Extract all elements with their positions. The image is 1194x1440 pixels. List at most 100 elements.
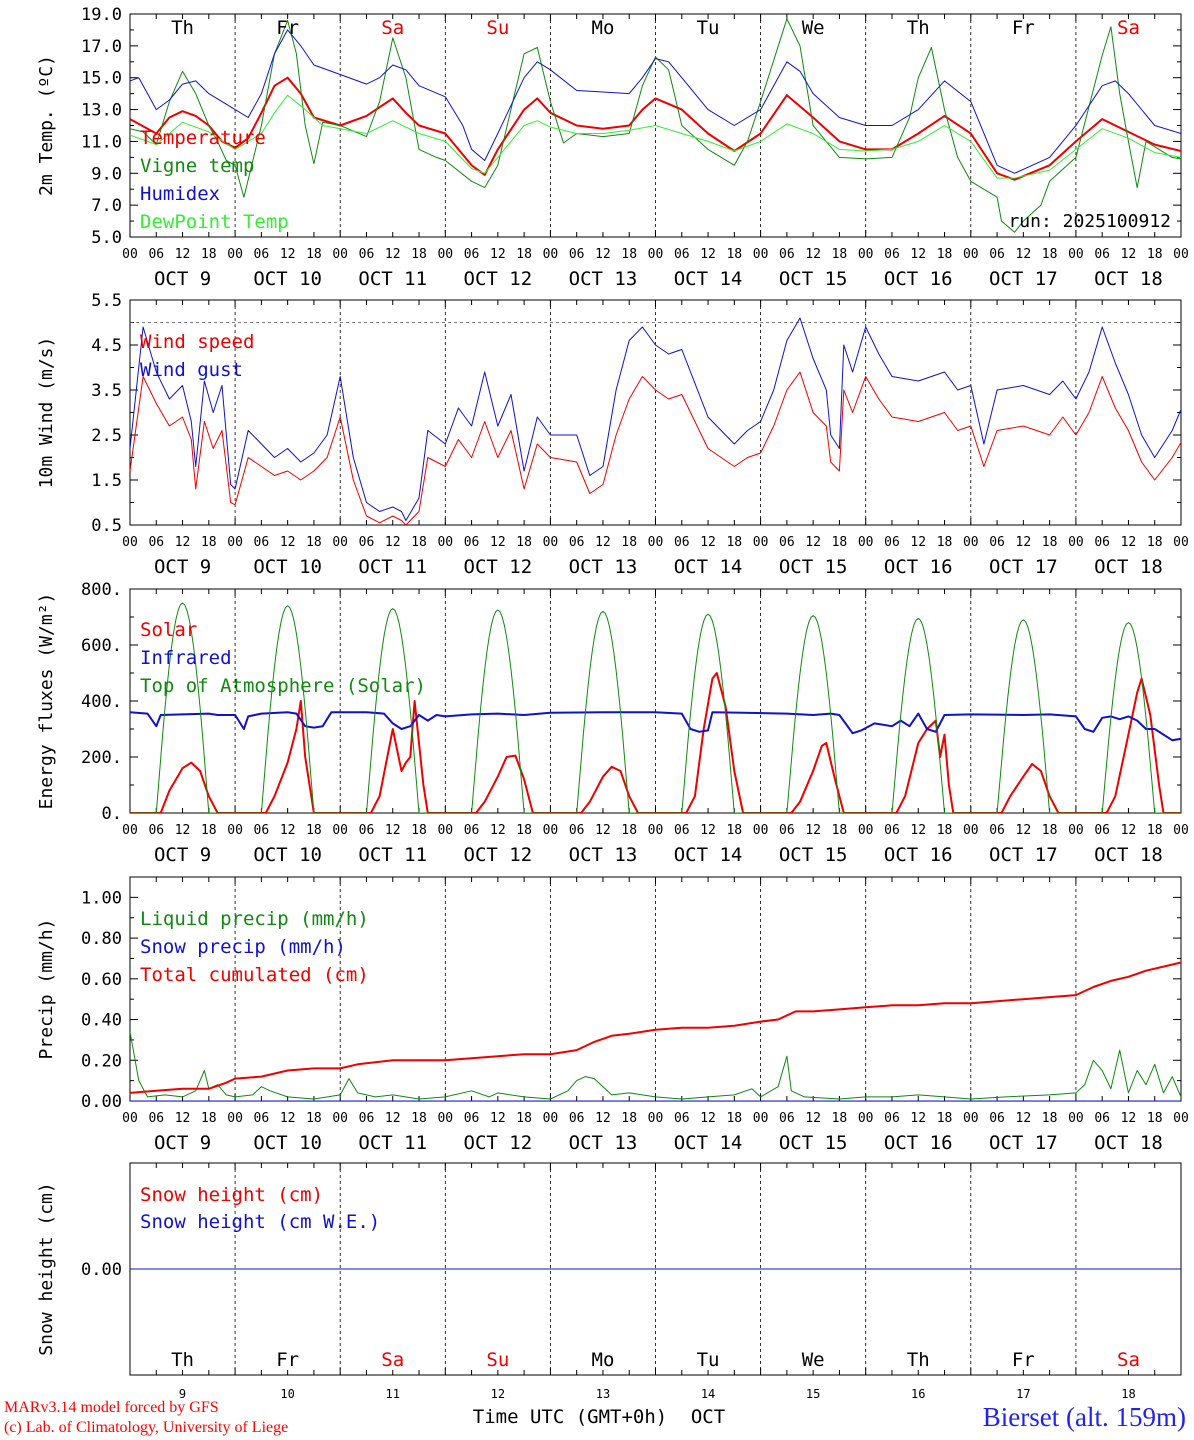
y-tick-label: 0.00 [81, 1260, 122, 1280]
y-tick-label: 0.00 [81, 1092, 122, 1112]
hour-label: 12 [175, 823, 191, 838]
hour-label: 18 [1147, 1111, 1163, 1126]
legend-entry: Temperature [140, 127, 266, 149]
date-label: OCT 16 [884, 556, 953, 578]
panel-temp: 5.0 7.0 9.0 11.0 13.0 15.0 17.0 19.0 2m Temp. (º… [36, 5, 1189, 290]
hour-label: 00 [1068, 823, 1084, 838]
footer-lab-credit: (c) Lab. of Climatology, University of L… [4, 1419, 289, 1436]
plot-frame [129, 299, 1182, 526]
y-tick-label: 400. [81, 692, 122, 712]
hour-label: 18 [937, 823, 953, 838]
date-label: OCT 13 [569, 844, 638, 866]
y-tick-label: 0.60 [81, 970, 122, 990]
y-tick-label: 2.5 [91, 426, 122, 446]
hour-label: 06 [779, 535, 795, 550]
day-number-label: 16 [911, 1387, 925, 1401]
date-label: OCT 18 [1094, 1132, 1163, 1154]
date-label: OCT 11 [358, 556, 427, 578]
hour-label: 12 [1121, 247, 1137, 262]
station-title: Bierset (alt. 159m) [982, 1402, 1186, 1432]
y-tick-label: 11.0 [81, 132, 122, 152]
day-number-label: 9 [179, 1387, 186, 1401]
legend-entry: Top of Atmosphere (Solar) [140, 675, 426, 697]
y-tick-label: 0.5 [91, 516, 122, 536]
hour-label: 18 [516, 535, 532, 550]
date-label: OCT 18 [1094, 844, 1163, 866]
hour-label: 00 [227, 535, 243, 550]
day-number-label: 18 [1121, 1387, 1135, 1401]
hour-label: 00 [122, 823, 138, 838]
hour-label: 06 [1094, 535, 1110, 550]
day-number-label: 17 [1016, 1387, 1030, 1401]
hour-label: 18 [411, 247, 427, 262]
weekday-label: Mo [592, 17, 615, 39]
hour-label: 18 [516, 247, 532, 262]
date-label: OCT 16 [884, 844, 953, 866]
hour-label: 12 [175, 535, 191, 550]
hour-label: 18 [411, 823, 427, 838]
weekday-label: We [802, 1349, 825, 1371]
hour-label: 18 [201, 823, 217, 838]
legend-entry: Snow height (cm) [140, 1184, 323, 1206]
weekday-label: Fr [1012, 1349, 1035, 1371]
hour-label: 18 [832, 247, 848, 262]
hour-label: 00 [543, 247, 559, 262]
hour-label: 18 [726, 823, 742, 838]
hour-label: 06 [884, 247, 900, 262]
series-group [130, 602, 1181, 813]
hour-label: 00 [437, 247, 453, 262]
hour-label: 12 [280, 823, 296, 838]
hour-label: 18 [411, 1111, 427, 1126]
hour-label: 00 [1173, 535, 1189, 550]
hour-label: 00 [122, 535, 138, 550]
hour-label: 00 [1173, 1111, 1189, 1126]
hour-label: 00 [753, 247, 769, 262]
panel-wind: 0.5 1.5 2.5 3.5 4.5 5.5 10m Wind (m/s) Wind spe… [36, 291, 1189, 578]
hour-label: 18 [937, 1111, 953, 1126]
hour-label: 12 [385, 247, 401, 262]
date-label: OCT 9 [154, 1132, 211, 1154]
date-label: OCT 13 [569, 1132, 638, 1154]
hour-label: 12 [1121, 823, 1137, 838]
hour-label: 00 [963, 823, 979, 838]
hour-label: 12 [490, 535, 506, 550]
y-tick-label: 0.40 [81, 1011, 122, 1031]
y-tick-label: 800. [81, 580, 122, 600]
date-label: OCT 9 [154, 556, 211, 578]
hour-label: 12 [700, 535, 716, 550]
hour-label: 18 [1042, 535, 1058, 550]
hour-label: 00 [753, 535, 769, 550]
hour-label: 06 [674, 535, 690, 550]
weekday-label: Th [171, 1349, 194, 1371]
hour-label: 06 [884, 823, 900, 838]
hour-label: 18 [937, 247, 953, 262]
date-label: OCT 9 [154, 268, 211, 290]
weekday-label: Fr [276, 1349, 299, 1371]
hour-label: 06 [989, 823, 1005, 838]
hour-label: 18 [1042, 823, 1058, 838]
hour-label: 18 [621, 247, 637, 262]
hour-label: 06 [779, 1111, 795, 1126]
y-tick-label: 7.0 [91, 196, 122, 216]
hour-label: 00 [122, 1111, 138, 1126]
date-label: OCT 12 [464, 844, 533, 866]
hour-label: 12 [910, 823, 926, 838]
hour-label: 00 [648, 535, 664, 550]
hour-label: 00 [227, 823, 243, 838]
hour-label: 12 [805, 247, 821, 262]
y-tick-label: 3.5 [91, 381, 122, 401]
series-line-temperature [130, 76, 1181, 181]
legend-entry: DewPoint Temp [140, 211, 289, 233]
hour-label: 12 [385, 535, 401, 550]
hour-label: 12 [595, 535, 611, 550]
y-axis-label: 2m Temp. (ºC) [36, 55, 57, 196]
hour-label: 00 [332, 535, 348, 550]
weekday-label: Sa [381, 1349, 404, 1371]
hour-label: 00 [437, 823, 453, 838]
hour-label: 18 [1147, 535, 1163, 550]
hour-label: 06 [148, 1111, 164, 1126]
hour-label: 06 [464, 1111, 480, 1126]
date-label: OCT 14 [674, 556, 743, 578]
weekday-label: Su [486, 1349, 509, 1371]
